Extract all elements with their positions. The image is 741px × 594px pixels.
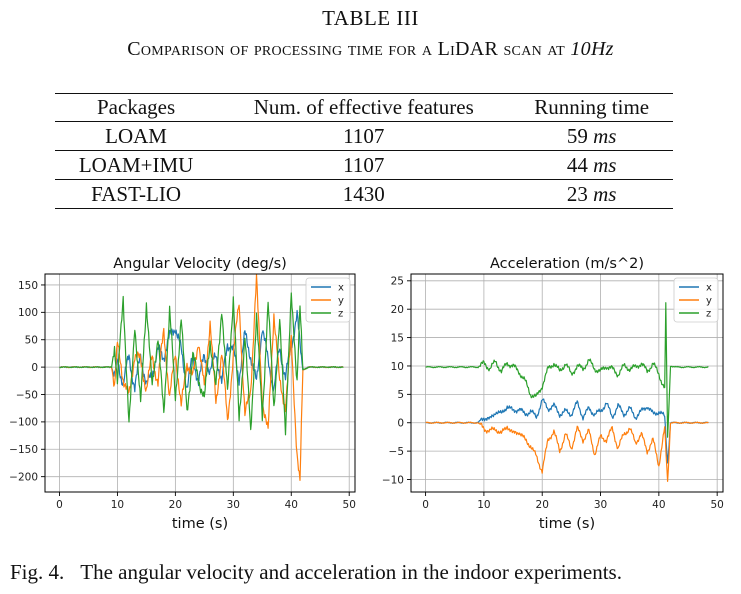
- time-cell: 23 ms: [510, 179, 673, 209]
- series-line-z: [59, 292, 344, 436]
- y-tick-label: 50: [25, 335, 38, 347]
- table-row: FAST-LIO 1430 23 ms: [55, 179, 673, 209]
- package-cell: LOAM+IMU: [55, 150, 218, 180]
- y-tick-label: −10: [382, 474, 404, 486]
- y-tick-label: 0: [31, 362, 38, 374]
- legend-label-x: x: [338, 283, 344, 294]
- x-tick-label: 0: [422, 499, 429, 511]
- x-tick-label: 20: [169, 499, 182, 511]
- header-features: Num. of effective features: [217, 93, 511, 122]
- y-tick-label: 5: [397, 389, 404, 401]
- figure-label: Fig. 4.: [10, 560, 65, 584]
- x-tick-label: 10: [477, 499, 490, 511]
- plot-frame: [410, 273, 724, 493]
- y-tick-label: 25: [391, 276, 404, 288]
- y-tick-label: 10: [391, 361, 404, 373]
- header-packages: Packages: [55, 93, 218, 122]
- time-unit: ms: [593, 182, 617, 206]
- header-running-time: Running time: [510, 93, 673, 122]
- x-axis-label: time (s): [172, 516, 228, 532]
- time-unit: ms: [593, 153, 617, 177]
- time-unit: ms: [593, 124, 617, 148]
- features-cell: 1107: [217, 150, 511, 180]
- x-tick-label: 50: [710, 499, 723, 511]
- chart-title: Angular Velocity (deg/s): [113, 256, 287, 272]
- x-tick-label: 40: [285, 499, 298, 511]
- figure-caption-text: The angular velocity and acceleration in…: [80, 560, 622, 584]
- series-line-y: [425, 421, 709, 482]
- table-label: TABLE III: [322, 6, 419, 30]
- legend-label-x: x: [706, 283, 712, 294]
- plot-frame: [44, 273, 356, 493]
- chart-title: Acceleration (m/s^2): [490, 256, 644, 272]
- figure-caption: Fig. 4. The angular velocity and accelera…: [10, 560, 622, 585]
- x-tick-label: 40: [652, 499, 665, 511]
- comparison-table: Packages Num. of effective features Runn…: [55, 93, 673, 209]
- table-row: LOAM+IMU 1107 44 ms: [55, 150, 673, 180]
- angular-velocity-chart: 0 10 20 30 40 50 −200 −150 −100 −50 0 50 100 150 Angul…: [9, 256, 356, 532]
- time-value: 59: [566, 124, 588, 148]
- table-caption-frequency: 10Hz: [570, 38, 614, 60]
- x-tick-label: 10: [111, 499, 124, 511]
- table-header-row: Packages Num. of effective features Runn…: [55, 93, 673, 122]
- y-tick-label: 0: [397, 418, 404, 430]
- table-caption: Comparison of processing time for a LiDA…: [0, 38, 741, 61]
- y-tick-label: 100: [18, 307, 38, 319]
- time-value: 44: [566, 153, 588, 177]
- x-tick-label: 30: [227, 499, 240, 511]
- series-line-z: [425, 302, 709, 438]
- legend-label-y: y: [338, 296, 344, 307]
- package-cell: LOAM: [55, 121, 218, 151]
- time-cell: 44 ms: [510, 150, 673, 180]
- features-cell: 1430: [217, 179, 511, 209]
- y-tick-label: 15: [391, 332, 404, 344]
- x-tick-label: 50: [343, 499, 356, 511]
- x-tick-label: 30: [594, 499, 607, 511]
- y-tick-label: −5: [389, 446, 404, 458]
- legend-label-z: z: [338, 309, 343, 320]
- x-tick-label: 0: [56, 499, 63, 511]
- y-tick-label: 20: [391, 304, 404, 316]
- x-axis-label: time (s): [539, 516, 595, 532]
- time-cell: 59 ms: [510, 121, 673, 151]
- acceleration-chart: 0 10 20 30 40 50 −10 −5 0 5 10 15 20 25 Acceleration (…: [382, 256, 724, 532]
- y-tick-label: −200: [9, 471, 38, 483]
- x-tick-label: 20: [536, 499, 549, 511]
- legend-label-z: z: [706, 309, 711, 320]
- y-tick-label: −100: [9, 417, 38, 429]
- table-row: LOAM 1107 59 ms: [55, 121, 673, 151]
- features-cell: 1107: [217, 121, 511, 151]
- y-tick-label: 150: [18, 280, 38, 292]
- table-caption-text: Comparison of processing time for a LiDA…: [127, 38, 571, 60]
- package-cell: FAST-LIO: [55, 179, 218, 209]
- y-tick-label: −50: [16, 389, 38, 401]
- time-value: 23: [566, 182, 588, 206]
- legend-label-y: y: [706, 296, 712, 307]
- y-tick-label: −150: [9, 444, 38, 456]
